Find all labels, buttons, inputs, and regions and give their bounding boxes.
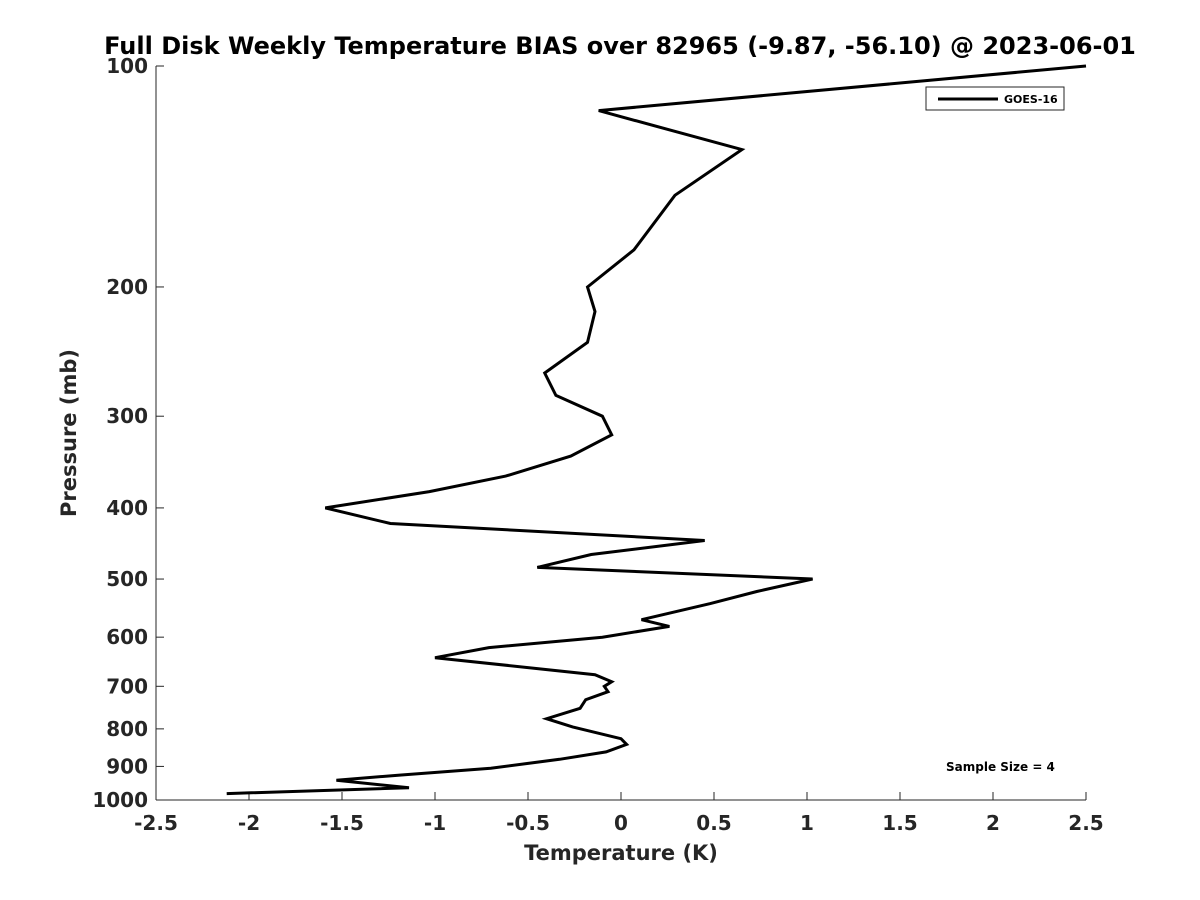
x-tick-label: 2.5 bbox=[1068, 811, 1103, 835]
x-tick-label: 1.5 bbox=[882, 811, 917, 835]
y-tick-label: 300 bbox=[106, 404, 148, 428]
x-tick-label: -2.5 bbox=[134, 811, 178, 835]
y-tick-label: 200 bbox=[106, 275, 148, 299]
legend-label-goes-16: GOES-16 bbox=[1004, 93, 1058, 106]
y-tick-label: 800 bbox=[106, 717, 148, 741]
y-axis-ticks: 100 200 300 400 500 600 700 800 900 1000 bbox=[92, 54, 164, 812]
x-tick-label: -1.5 bbox=[320, 811, 364, 835]
y-tick-label: 500 bbox=[106, 567, 148, 591]
x-axis-label: Temperature (K) bbox=[524, 841, 718, 865]
y-tick-label: 400 bbox=[106, 496, 148, 520]
series-line-goes-16 bbox=[226, 64, 1087, 796]
series-group bbox=[226, 64, 1087, 796]
x-tick-label: -2 bbox=[238, 811, 260, 835]
x-tick-label: 1 bbox=[800, 811, 814, 835]
y-tick-label: 1000 bbox=[92, 788, 148, 812]
y-tick-label: 700 bbox=[106, 674, 148, 698]
y-tick-label: 900 bbox=[106, 754, 148, 778]
x-tick-label: -0.5 bbox=[506, 811, 550, 835]
x-tick-label: 0 bbox=[614, 811, 628, 835]
sample-size-annotation: Sample Size = 4 bbox=[946, 760, 1055, 774]
x-tick-label: 0.5 bbox=[696, 811, 731, 835]
legend: GOES-16 bbox=[925, 86, 1065, 111]
chart-title: Full Disk Weekly Temperature BIAS over 8… bbox=[104, 32, 1136, 60]
x-tick-label: -1 bbox=[424, 811, 446, 835]
x-tick-label: 2 bbox=[986, 811, 1000, 835]
y-axis-label: Pressure (mb) bbox=[57, 349, 81, 517]
y-tick-label: 600 bbox=[106, 625, 148, 649]
x-axis-ticks: -2.5 -2 -1.5 -1 -0.5 0 0.5 1 1.5 2 2.5 bbox=[134, 792, 1104, 835]
y-tick-label: 100 bbox=[106, 54, 148, 78]
